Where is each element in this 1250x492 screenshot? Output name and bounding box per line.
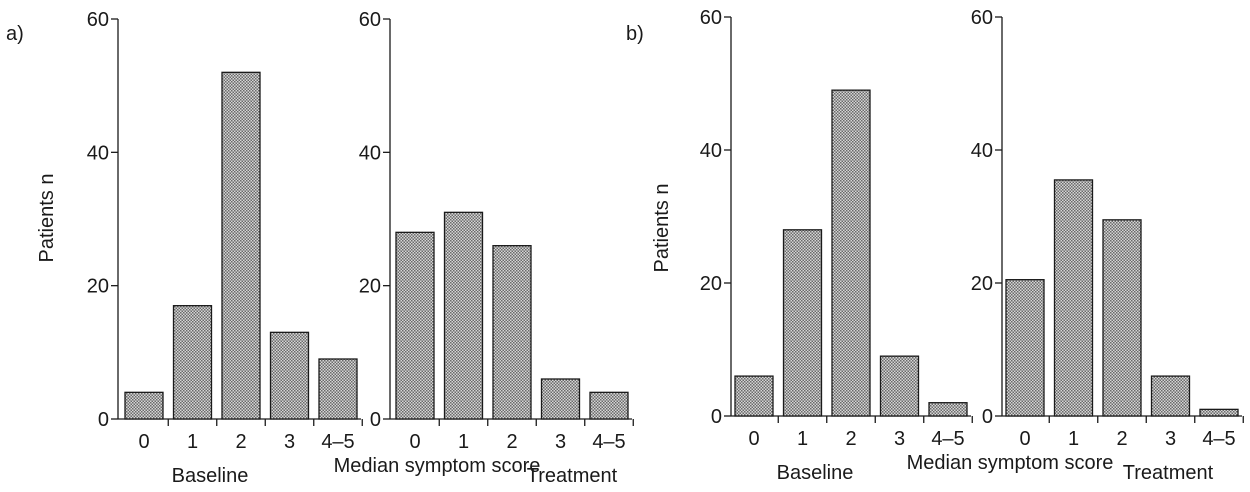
y-tick-label: 0 [98, 409, 109, 431]
bar [1102, 219, 1142, 417]
bar [879, 355, 920, 417]
bar [1150, 375, 1191, 417]
x-tick-label: 4–5 [1202, 428, 1235, 450]
bar [443, 211, 484, 420]
x-tick-label: 0 [409, 431, 420, 453]
y-tick-label: 60 [359, 9, 381, 31]
group-label: Treatment [1123, 462, 1214, 484]
x-tick-label: 0 [748, 428, 759, 450]
y-tick-label: 20 [359, 276, 381, 298]
bar [1005, 279, 1045, 417]
y-tick-label: 20 [700, 273, 722, 295]
y-tick-label: 60 [87, 9, 109, 31]
bar-group-1: 0 20 40 60 0 1 2 3 4–5 Treatment [971, 7, 1244, 484]
y-tick-label: 60 [971, 7, 993, 29]
bar [782, 229, 823, 417]
x-tick-label: 0 [1019, 428, 1030, 450]
panel-label: b) [626, 23, 644, 45]
bar-group-0: 0 20 40 60 0 1 2 3 4–5 Baseline [700, 7, 973, 484]
group-label: Baseline [172, 465, 249, 487]
y-tick-label: 0 [982, 406, 993, 428]
group-label: Baseline [777, 462, 854, 484]
x-tick-label: 2 [506, 431, 517, 453]
y-tick-label: 40 [971, 140, 993, 162]
x-axis-title: Median symptom score [907, 452, 1114, 474]
x-tick-label: 3 [1165, 428, 1176, 450]
x-tick-label: 3 [894, 428, 905, 450]
y-axis-title: Patients n [651, 184, 673, 273]
x-tick-label: 4–5 [321, 431, 354, 453]
bar [1199, 408, 1239, 417]
bar-group-0: 0 20 40 60 0 1 2 3 4–5 Baseline [87, 9, 363, 487]
x-tick-label: 2 [235, 431, 246, 453]
x-tick-label: 1 [1068, 428, 1079, 450]
x-tick-label: 1 [797, 428, 808, 450]
bar [589, 391, 629, 420]
bar [269, 331, 310, 420]
y-tick-label: 20 [87, 276, 109, 298]
bar [540, 378, 581, 420]
x-tick-label: 3 [284, 431, 295, 453]
y-tick-label: 40 [359, 142, 381, 164]
y-tick-label: 0 [711, 406, 722, 428]
bar-group-1: 0 20 40 60 0 1 2 3 4–5 Treatment [359, 9, 634, 487]
x-tick-label: 1 [187, 431, 198, 453]
bar [928, 402, 968, 417]
bar [172, 305, 213, 420]
x-tick-label: 3 [555, 431, 566, 453]
y-axis-title: Patients n [36, 174, 58, 263]
group-label: Treatment [527, 465, 618, 487]
bar [124, 391, 164, 420]
x-tick-label: 2 [1116, 428, 1127, 450]
x-tick-label: 0 [138, 431, 149, 453]
x-tick-label: 4–5 [931, 428, 964, 450]
bar [1053, 179, 1094, 417]
bar [318, 358, 358, 420]
x-tick-label: 4–5 [592, 431, 625, 453]
bar [734, 375, 774, 417]
bar [395, 231, 435, 420]
x-tick-label: 2 [845, 428, 856, 450]
y-tick-label: 60 [700, 7, 722, 29]
bar [221, 71, 261, 420]
bar [831, 89, 871, 417]
y-tick-label: 40 [87, 142, 109, 164]
y-tick-label: 0 [370, 409, 381, 431]
y-tick-label: 40 [700, 140, 722, 162]
bar [492, 245, 532, 420]
x-tick-label: 1 [458, 431, 469, 453]
y-tick-label: 20 [971, 273, 993, 295]
panel-label: a) [6, 23, 24, 45]
x-axis-title: Median symptom score [334, 455, 541, 477]
